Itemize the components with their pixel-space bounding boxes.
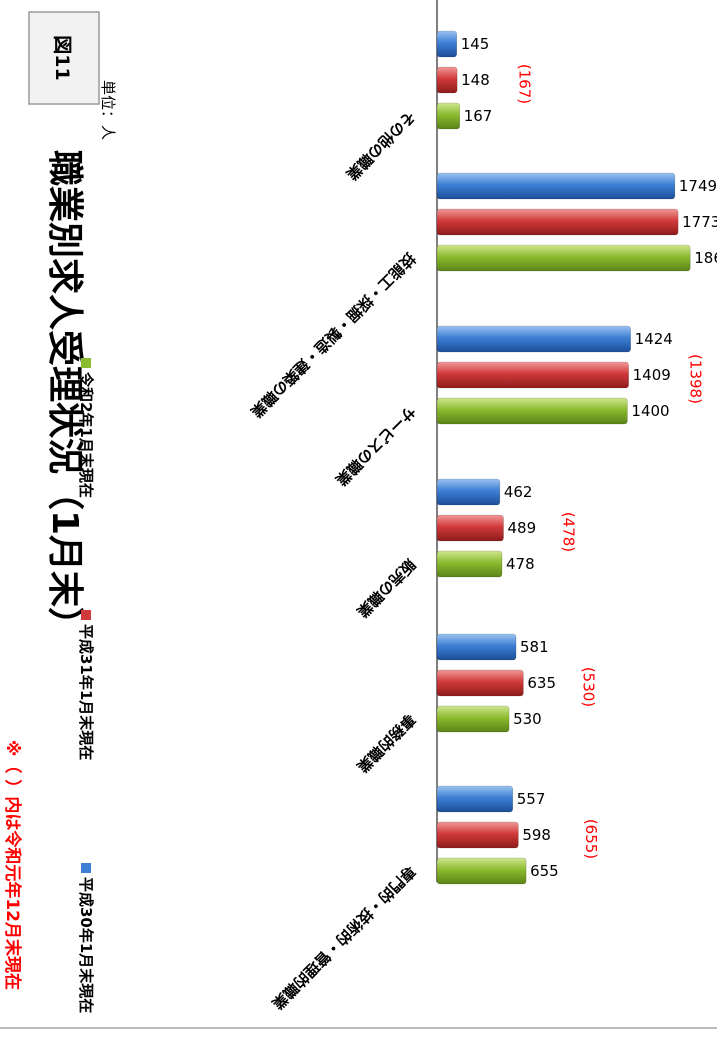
legend-swatch xyxy=(81,863,91,873)
data-label: 1749 xyxy=(679,177,717,195)
data-label: 1773 xyxy=(682,213,717,231)
bar xyxy=(436,785,514,813)
previous-value-label: (1398) xyxy=(687,354,705,404)
legend-swatch xyxy=(81,358,91,368)
previous-value-label: (655) xyxy=(582,819,600,859)
bar xyxy=(436,821,519,849)
previous-value-label: (478) xyxy=(560,512,578,552)
data-label: 489 xyxy=(508,519,537,537)
bar xyxy=(436,478,501,506)
plot-area: 557 598 655 (655) 専門的・技術的・管理的職業 581 635 530 (530… xyxy=(246,0,717,1013)
bar xyxy=(436,705,510,733)
data-label: 148 xyxy=(461,71,490,89)
legend-swatch xyxy=(81,610,91,620)
data-label: 655 xyxy=(530,862,559,880)
data-label: 167 xyxy=(464,107,493,125)
data-label: 530 xyxy=(513,710,542,728)
unit-label: 単位：人 xyxy=(99,80,117,140)
bar xyxy=(436,633,517,661)
category-tick-label: 技能工・採掘・製造・建築の職業 xyxy=(246,249,419,422)
bar xyxy=(436,669,524,697)
category-tick-label: 販売の職業 xyxy=(352,555,418,621)
bar xyxy=(436,550,503,578)
bar xyxy=(436,172,676,200)
legend-label: 平成31年1月末現在 xyxy=(77,624,95,760)
category-tick-label: 専門的・技術的・管理的職業 xyxy=(268,862,419,1013)
bar xyxy=(436,857,527,885)
bar xyxy=(436,102,461,130)
bar xyxy=(436,244,691,272)
figure-label-box xyxy=(28,11,100,105)
bar xyxy=(436,325,631,353)
bar xyxy=(436,30,458,58)
data-label: 1424 xyxy=(635,330,673,348)
bar xyxy=(436,208,679,236)
category-tick-label: 事務的職業 xyxy=(352,710,418,776)
data-label: 478 xyxy=(506,555,535,573)
category-tick-label: サービスの職業 xyxy=(331,402,419,490)
legend-label: 平成30年1月末現在 xyxy=(77,877,95,1013)
previous-value-label: (167) xyxy=(516,64,534,104)
bar xyxy=(436,397,628,425)
data-label: 145 xyxy=(461,35,490,53)
data-label: 635 xyxy=(527,674,556,692)
previous-value-label: (530) xyxy=(579,667,597,707)
data-label: 557 xyxy=(517,790,546,808)
footnote: ※（ ）内は令和元年12月末現在 xyxy=(2,740,23,990)
bar xyxy=(436,66,458,94)
data-label: 1862 xyxy=(694,249,717,267)
legend-label: 令和2年1月末現在 xyxy=(77,372,95,498)
data-label: 1400 xyxy=(631,402,669,420)
chart-title: 職業別求人受理状況（1月末） xyxy=(44,150,85,643)
category-tick-label: その他の職業 xyxy=(342,107,419,184)
data-label: 462 xyxy=(504,483,533,501)
data-label: 581 xyxy=(520,638,549,656)
data-label: 598 xyxy=(522,826,551,844)
bar xyxy=(436,361,629,389)
bar xyxy=(436,514,504,542)
figure-label: 図11 xyxy=(51,35,73,80)
data-label: 1409 xyxy=(633,366,671,384)
